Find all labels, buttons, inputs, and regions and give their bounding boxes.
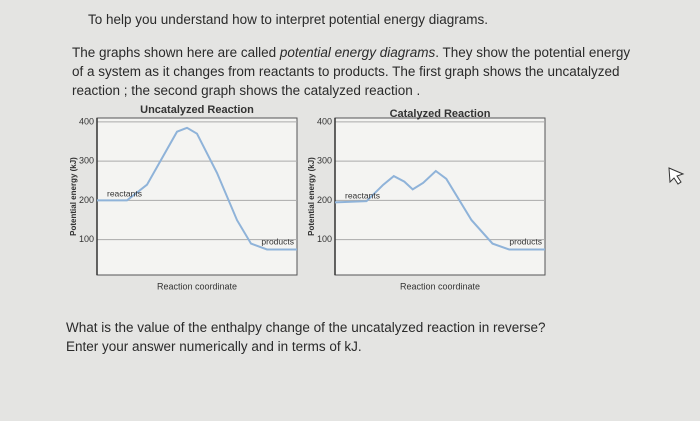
- y-tick-label: 400: [317, 116, 332, 126]
- y-tick-label: 300: [79, 156, 94, 166]
- paragraph: The graphs shown here are called potenti…: [72, 43, 632, 100]
- y-axis-label: Potential energy (kJ): [307, 157, 316, 236]
- annotation: reactants: [345, 191, 380, 201]
- y-tick-label: 400: [79, 116, 94, 126]
- x-axis-label: Reaction coordinate: [157, 281, 237, 291]
- chart-title: Uncatalyzed Reaction: [140, 104, 254, 116]
- curve: [97, 126, 297, 251]
- y-tick-label: 300: [317, 156, 332, 166]
- x-axis-label: Reaction coordinate: [400, 281, 480, 291]
- curve: [334, 169, 545, 251]
- text: potential energy diagrams: [279, 45, 436, 60]
- y-tick-label: 200: [317, 195, 332, 205]
- question: What is the value of the enthalpy change…: [66, 318, 546, 356]
- cursor-icon: [668, 167, 685, 185]
- y-tick-label: 100: [317, 234, 332, 244]
- heading: To help you understand how to interpret …: [88, 12, 488, 27]
- y-axis-label: Potential energy (kJ): [69, 157, 78, 236]
- annotation: products: [509, 237, 542, 247]
- annotation: products: [261, 237, 294, 247]
- annotation: reactants: [107, 189, 142, 199]
- y-tick-label: 200: [79, 195, 94, 205]
- text: . They show the potential energy of a sy…: [72, 45, 631, 98]
- text: Enter your answer numerically and in ter…: [66, 339, 362, 354]
- y-tick-label: 100: [79, 234, 94, 244]
- text: The graphs shown here are called: [72, 45, 280, 60]
- chart-title: Catalyzed Reaction: [390, 108, 491, 120]
- text: What is the value of the enthalpy change…: [66, 320, 546, 335]
